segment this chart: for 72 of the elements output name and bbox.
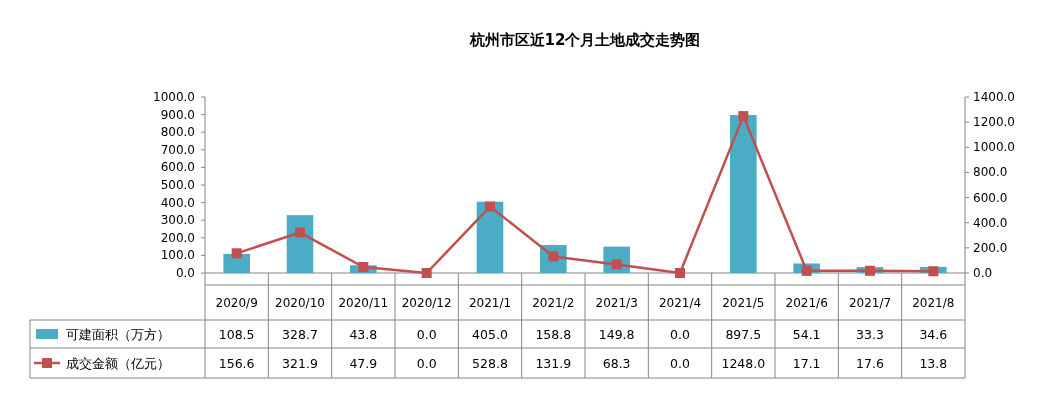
y2-tick-label: 600.0 xyxy=(973,190,1008,205)
data-label: 897.5 xyxy=(725,327,762,342)
x-tick-label: 2021/6 xyxy=(785,295,828,310)
x-tick-label: 2021/3 xyxy=(595,295,638,310)
x-tick-label: 2021/8 xyxy=(912,295,955,310)
x-tick-label: 2020/11 xyxy=(338,295,389,310)
point xyxy=(485,201,495,212)
data-label: 34.6 xyxy=(919,327,948,342)
point xyxy=(928,266,939,277)
data-label: 54.1 xyxy=(792,327,821,342)
x-tick-label: 2021/5 xyxy=(722,295,765,310)
bar xyxy=(476,201,504,273)
data-label: 1248.0 xyxy=(721,356,766,371)
data-label: 0.0 xyxy=(670,356,690,371)
y-tick-label: 700.0 xyxy=(160,142,195,157)
data-label: 328.7 xyxy=(282,327,318,342)
y-tick-label: 900.0 xyxy=(160,107,195,122)
bar xyxy=(286,215,314,273)
data-label: 0.0 xyxy=(416,327,437,342)
y2-tick-label: 800.0 xyxy=(973,165,1008,180)
data-label: 156.6 xyxy=(218,356,255,371)
point xyxy=(358,261,369,272)
data-label: 149.8 xyxy=(598,327,635,342)
data-label: 131.9 xyxy=(535,356,572,371)
x-tick-label: 2021/4 xyxy=(658,295,702,310)
data-label: 17.1 xyxy=(792,356,821,371)
point xyxy=(421,268,432,278)
x-tick-label: 2020/9 xyxy=(215,295,258,310)
y-tick-label: 800.0 xyxy=(160,125,195,140)
data-label: 68.3 xyxy=(602,356,631,371)
y2-tick-label: 400.0 xyxy=(973,215,1008,230)
point xyxy=(801,265,812,276)
x-tick-label: 2021/1 xyxy=(468,295,512,310)
point xyxy=(865,265,875,276)
y-tick-label: 300.0 xyxy=(160,213,195,228)
data-label: 158.8 xyxy=(535,327,572,342)
data-label: 43.8 xyxy=(349,327,378,342)
data-label: 17.6 xyxy=(856,356,884,371)
y-tick-label: 0.0 xyxy=(175,266,195,280)
chart-title: 杭州市区近12个月土地成交走势图 xyxy=(468,31,701,49)
point xyxy=(738,111,749,122)
y-tick-label: 600.0 xyxy=(160,160,195,175)
x-tick-label: 2020/10 xyxy=(275,295,325,310)
y2-tick-label: 0.0 xyxy=(973,266,993,280)
x-tick-label: 2021/7 xyxy=(848,295,892,310)
y2-tick-label: 1000.0 xyxy=(973,140,1015,155)
data-label: 47.9 xyxy=(349,356,378,371)
data-label: 108.5 xyxy=(218,327,255,342)
y-tick-label: 500.0 xyxy=(160,178,195,192)
y-tick-label: 1000.0 xyxy=(153,90,195,104)
data-label: 13.8 xyxy=(919,356,948,371)
data-label: 33.3 xyxy=(856,327,884,342)
x-tick-label: 2020/12 xyxy=(401,295,452,310)
x-tick-label: 2021/2 xyxy=(532,295,575,310)
data-label: 405.0 xyxy=(472,327,508,342)
legend-label: 成交金额（亿元） xyxy=(66,356,170,371)
y-tick-label: 200.0 xyxy=(160,230,195,245)
point xyxy=(295,227,305,238)
point xyxy=(675,268,685,278)
y-tick-label: 400.0 xyxy=(160,195,195,210)
bar xyxy=(730,115,757,273)
point xyxy=(231,248,242,259)
data-label: 321.9 xyxy=(282,356,318,371)
y-tick-label: 100.0 xyxy=(160,248,195,263)
bar xyxy=(223,253,250,273)
data-label: 0.0 xyxy=(416,356,437,371)
legend-label: 可建面积（万方） xyxy=(66,327,170,342)
data-label: 528.8 xyxy=(472,356,508,371)
y2-tick-label: 1200.0 xyxy=(973,115,1015,130)
y2-tick-label: 1400.0 xyxy=(973,90,1015,104)
data-label: 0.0 xyxy=(670,327,690,342)
y2-tick-label: 200.0 xyxy=(973,240,1008,255)
